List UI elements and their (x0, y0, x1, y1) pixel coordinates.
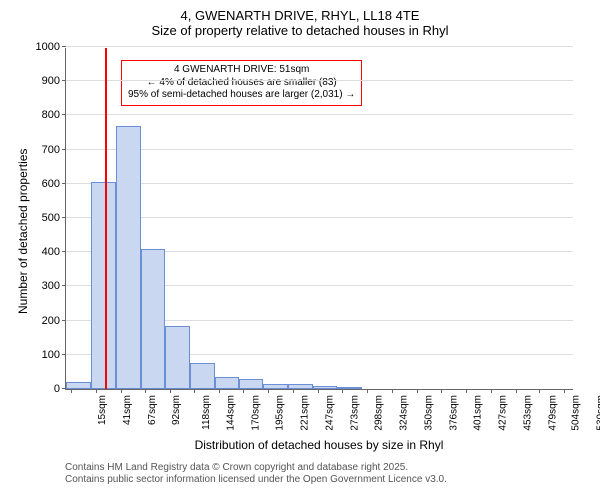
x-tick-label: 195sqm (275, 395, 286, 431)
x-tick-label: 479sqm (547, 395, 558, 431)
x-tick-mark (243, 389, 244, 393)
x-tick-label: 118sqm (200, 395, 211, 430)
y-axis-label: Number of detached properties (16, 149, 30, 314)
x-tick-label: 350sqm (423, 395, 434, 431)
x-tick-label: 221sqm (300, 395, 311, 431)
x-tick-mark (145, 389, 146, 393)
chart-title-line2: Size of property relative to detached ho… (0, 23, 600, 38)
x-tick-mark (268, 389, 269, 393)
histogram-bar (313, 386, 337, 389)
x-tick-label: 453sqm (522, 395, 533, 431)
x-tick-label: 170sqm (251, 395, 262, 431)
histogram-bar (215, 377, 239, 389)
x-tick-mark (367, 389, 368, 393)
x-tick-label: 273sqm (350, 395, 361, 431)
y-tick-label: 300 (42, 280, 66, 292)
grid-line (66, 114, 573, 115)
footer-line1: Contains HM Land Registry data © Crown c… (65, 462, 447, 474)
plot-area: 4 GWENARTH DRIVE: 51sqm← 4% of detached … (65, 48, 573, 390)
chart-titles: 4, GWENARTH DRIVE, RHYL, LL18 4TE Size o… (0, 0, 600, 42)
histogram-bar (190, 363, 215, 389)
y-tick-label: 0 (54, 383, 66, 395)
x-tick-mark (516, 389, 517, 393)
histogram-bar (66, 382, 91, 389)
x-tick-mark (491, 389, 492, 393)
grid-line (66, 183, 573, 184)
x-tick-mark (194, 389, 195, 393)
x-tick-mark (121, 389, 122, 393)
x-tick-label: 92sqm (171, 395, 182, 425)
histogram-bar (337, 387, 362, 389)
x-tick-mark (392, 389, 393, 393)
footer-line2: Contains public sector information licen… (65, 474, 447, 486)
x-tick-label: 298sqm (374, 395, 385, 431)
x-tick-label: 41sqm (122, 395, 133, 425)
y-tick-label: 100 (42, 349, 66, 361)
annotation-box: 4 GWENARTH DRIVE: 51sqm← 4% of detached … (121, 60, 362, 106)
x-tick-mark (441, 389, 442, 393)
x-tick-label: 376sqm (448, 395, 459, 431)
chart-container: 4, GWENARTH DRIVE, RHYL, LL18 4TE Size o… (0, 0, 600, 500)
grid-line (66, 80, 573, 81)
x-tick-label: 247sqm (325, 395, 336, 431)
x-tick-label: 324sqm (399, 395, 410, 431)
grid-line (66, 46, 573, 47)
histogram-bar (263, 384, 288, 389)
x-tick-label: 504sqm (571, 395, 582, 431)
x-tick-label: 530sqm (596, 395, 600, 431)
x-tick-mark (564, 389, 565, 393)
y-tick-label: 800 (42, 109, 66, 121)
y-tick-label: 200 (42, 315, 66, 327)
histogram-bar (91, 182, 116, 389)
x-tick-mark (170, 389, 171, 393)
y-tick-label: 700 (42, 144, 66, 156)
grid-line (66, 149, 573, 150)
x-tick-label: 144sqm (226, 395, 237, 431)
x-tick-mark (293, 389, 294, 393)
y-tick-label: 900 (42, 75, 66, 87)
x-tick-label: 15sqm (97, 395, 108, 425)
chart-footer: Contains HM Land Registry data © Crown c… (65, 462, 447, 486)
chart-title-line1: 4, GWENARTH DRIVE, RHYL, LL18 4TE (0, 8, 600, 23)
x-tick-mark (219, 389, 220, 393)
marker-line (105, 48, 107, 389)
histogram-bar (165, 326, 190, 389)
x-tick-mark (466, 389, 467, 393)
histogram-bar (141, 249, 165, 389)
annotation-line: 4 GWENARTH DRIVE: 51sqm (128, 64, 355, 77)
x-tick-mark (318, 389, 319, 393)
x-tick-label: 401sqm (472, 395, 483, 431)
x-tick-label: 67sqm (147, 395, 158, 425)
histogram-bar (288, 384, 313, 389)
x-tick-label: 427sqm (497, 395, 508, 431)
annotation-line: ← 4% of detached houses are smaller (83) (128, 77, 355, 90)
x-tick-mark (96, 389, 97, 393)
y-tick-label: 500 (42, 212, 66, 224)
x-tick-mark (539, 389, 540, 393)
y-tick-label: 400 (42, 246, 66, 258)
annotation-line: 95% of semi-detached houses are larger (… (128, 89, 355, 102)
grid-line (66, 217, 573, 218)
histogram-bar (116, 126, 141, 389)
x-tick-mark (71, 389, 72, 393)
x-axis-label: Distribution of detached houses by size … (65, 438, 573, 452)
y-tick-label: 1000 (36, 41, 66, 53)
histogram-bar (239, 379, 264, 389)
x-tick-mark (417, 389, 418, 393)
x-tick-mark (342, 389, 343, 393)
y-tick-label: 600 (42, 178, 66, 190)
